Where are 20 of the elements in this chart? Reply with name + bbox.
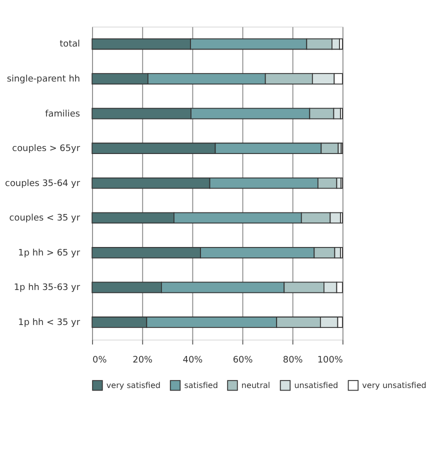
y-tick-label: 1p hh < 35 yr [18, 318, 80, 328]
y-tick-label: couples 35-64 yr [5, 178, 80, 189]
legend-label: satisfied [184, 381, 218, 390]
y-tick-label: couples < 35 yr [9, 214, 80, 224]
x-tick-label: 20% [132, 355, 153, 366]
y-tick-label: total [60, 40, 80, 50]
y-tick-label: couples > 65yr [12, 144, 80, 154]
legend-label: unsatisfied [294, 381, 338, 390]
x-tick-label: 0% [92, 355, 107, 366]
y-tick-label: 1p hh 35-63 yr [14, 283, 80, 294]
y-tick-label: single-parent hh [6, 74, 80, 84]
x-tick-label: 80% [282, 355, 303, 366]
x-tick-label: 60% [232, 355, 253, 366]
y-tick-label: families [45, 109, 80, 120]
x-tick-label: 100% [317, 355, 343, 366]
x-tick-label: 40% [182, 355, 203, 366]
legend-label: very unsatisfied [362, 381, 426, 390]
legend-label: very satisfied [106, 381, 160, 390]
y-tick-label: 1p hh > 65 yr [18, 248, 80, 258]
legend-label: neutral [241, 381, 270, 390]
